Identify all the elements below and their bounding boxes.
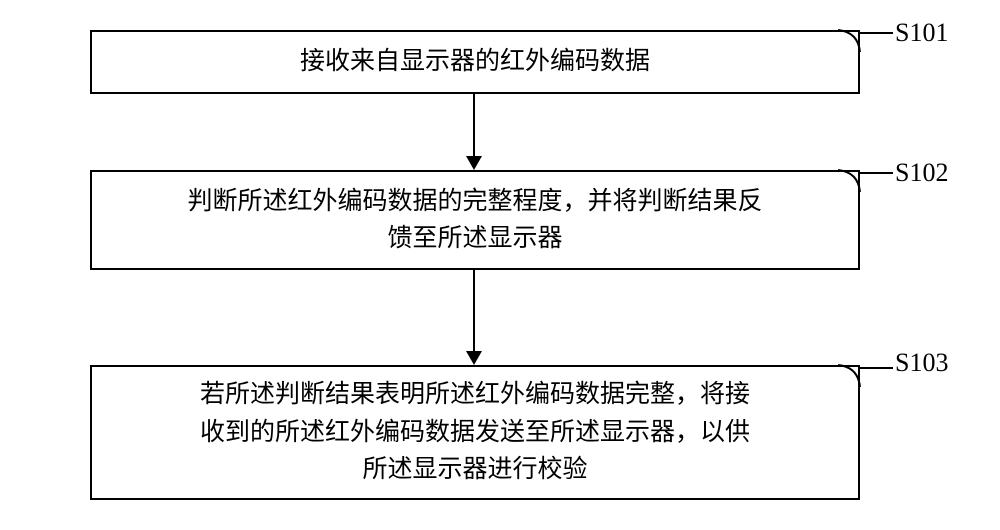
- arrow-head-icon: [466, 156, 482, 170]
- node-text-line: 接收来自显示器的红外编码数据: [300, 43, 650, 81]
- flow-node-s103: 若所述判断结果表明所述红外编码数据完整，将接收到的所述红外编码数据发送至所述显示…: [90, 365, 860, 500]
- label-connector: [860, 367, 893, 369]
- label-connector: [860, 172, 893, 174]
- node-text-line: 收到的所述红外编码数据发送至所述显示器，以供: [200, 414, 750, 452]
- node-text-line: 判断所述红外编码数据的完整程度，并将判断结果反: [187, 183, 762, 221]
- node-text-line: 所述显示器进行校验: [200, 451, 750, 489]
- step-label-s101: S101: [895, 18, 948, 48]
- flow-node-s101: 接收来自显示器的红外编码数据: [90, 30, 860, 94]
- flowchart-canvas: 接收来自显示器的红外编码数据 S101 判断所述红外编码数据的完整程度，并将判断结果…: [0, 0, 1000, 530]
- step-label-s102: S102: [895, 158, 948, 188]
- arrow-head-icon: [466, 351, 482, 365]
- arrow-line: [473, 270, 475, 351]
- node-text-line: 馈至所述显示器: [187, 220, 762, 258]
- label-connector: [860, 32, 893, 34]
- step-label-s103: S103: [895, 348, 948, 378]
- arrow-line: [473, 94, 475, 156]
- flow-node-s102: 判断所述红外编码数据的完整程度，并将判断结果反馈至所述显示器: [90, 170, 860, 270]
- node-text-line: 若所述判断结果表明所述红外编码数据完整，将接: [200, 376, 750, 414]
